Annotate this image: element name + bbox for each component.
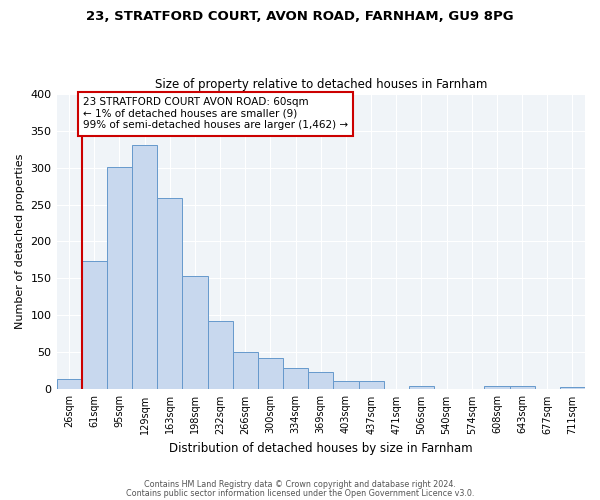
Bar bbox=[334, 380, 359, 390]
Bar bbox=[82, 260, 107, 390]
Text: 23 STRATFORD COURT AVON ROAD: 60sqm
← 1% of detached houses are smaller (9)
99% : 23 STRATFORD COURT AVON ROAD: 60sqm ← 1%… bbox=[83, 98, 348, 130]
X-axis label: Distribution of detached houses by size in Farnham: Distribution of detached houses by size … bbox=[169, 442, 473, 455]
Title: Size of property relative to detached houses in Farnham: Size of property relative to detached ho… bbox=[155, 78, 487, 91]
Bar bbox=[208, 320, 233, 390]
Text: 23, STRATFORD COURT, AVON ROAD, FARNHAM, GU9 8PG: 23, STRATFORD COURT, AVON ROAD, FARNHAM,… bbox=[86, 10, 514, 23]
Bar bbox=[157, 198, 182, 390]
Bar bbox=[409, 386, 434, 390]
Bar bbox=[283, 368, 308, 390]
Bar bbox=[509, 386, 535, 390]
Bar bbox=[233, 352, 258, 390]
Bar bbox=[359, 382, 383, 390]
Bar bbox=[56, 379, 82, 390]
Bar bbox=[107, 167, 132, 390]
Bar bbox=[132, 146, 157, 390]
Bar bbox=[308, 372, 334, 390]
Bar bbox=[182, 276, 208, 390]
Y-axis label: Number of detached properties: Number of detached properties bbox=[15, 154, 25, 329]
Bar bbox=[560, 387, 585, 390]
Bar bbox=[484, 386, 509, 390]
Bar bbox=[258, 358, 283, 390]
Text: Contains public sector information licensed under the Open Government Licence v3: Contains public sector information licen… bbox=[126, 488, 474, 498]
Text: Contains HM Land Registry data © Crown copyright and database right 2024.: Contains HM Land Registry data © Crown c… bbox=[144, 480, 456, 489]
